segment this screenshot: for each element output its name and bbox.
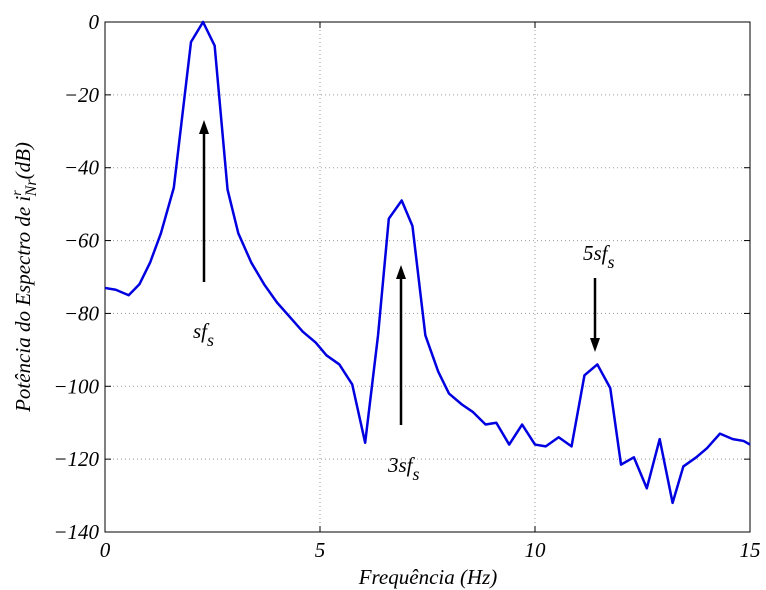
y-label-text: Potência do Espectro de [11,202,35,413]
y-label-sub: Nr [23,179,40,198]
annotation-sub: s [413,464,420,484]
y-label-sup: r [10,190,25,196]
y-tick-label: −120 [53,447,99,471]
y-tick-label: −140 [53,520,99,544]
annotation-sub: s [207,330,214,350]
y-label-unit: (dB) [11,142,35,179]
annotation-sub: s [608,252,615,272]
y-tick-label: 0 [89,10,100,34]
x-tick-label: 15 [740,538,761,562]
y-tick-label: −100 [53,374,99,398]
annotation-text: sf [193,319,210,343]
arrow-head [396,265,406,279]
y-tick-label: −80 [64,301,100,325]
y-axis-label: Potência do Espectro de irNr(dB) [10,142,40,413]
y-label-symbol: i [11,196,35,202]
x-axis-label: Frequência (Hz) [358,565,498,589]
y-tick-label: −60 [64,229,100,253]
plot-frame [104,21,751,533]
y-tick-label: −20 [64,83,100,107]
annotation: 5sfs [583,241,615,272]
annotation-text: 5sf [583,241,611,265]
arrow-head [199,120,209,134]
x-tick-label: 5 [315,538,326,562]
arrow-head [590,338,600,352]
y-tick-label: −40 [64,156,100,180]
x-tick-label: 10 [525,538,547,562]
x-tick-label: 0 [100,538,111,562]
annotation: sfs [193,319,214,350]
annotation: 3sfs [387,453,420,484]
line-series [104,20,751,505]
annotation-text: 3sf [387,453,416,477]
